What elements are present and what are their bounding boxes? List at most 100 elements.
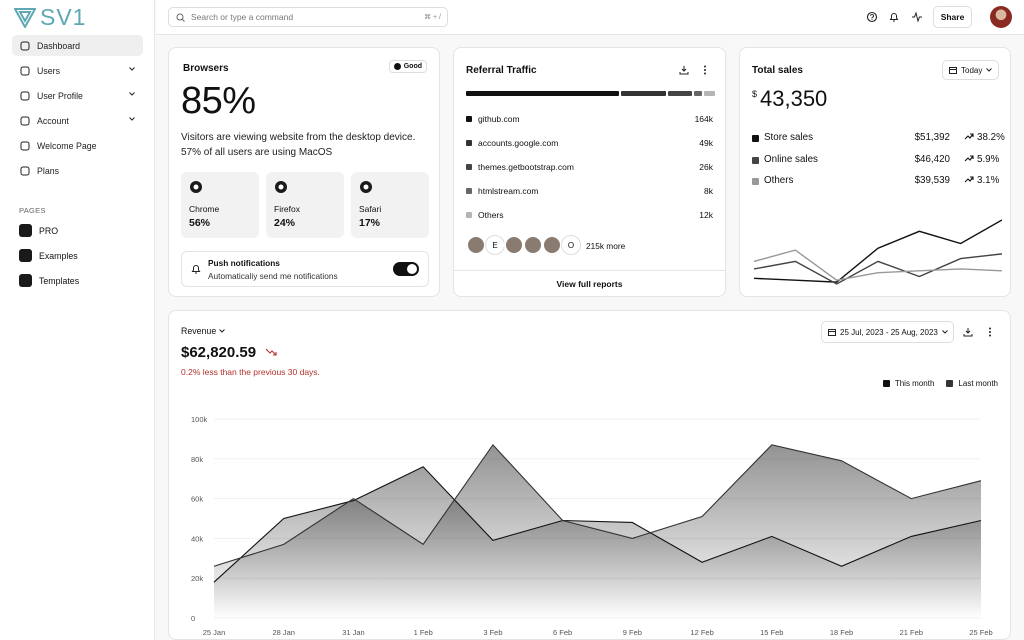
source-row: Others 12k	[466, 210, 713, 222]
date-range-button[interactable]: 25 Jul, 2023 - 25 Aug, 2023	[821, 321, 954, 343]
line	[181, 18, 185, 22]
sales-swatch	[752, 135, 759, 142]
browser-name: Firefox	[274, 204, 300, 214]
sales-row: Others $39,539 3.1%	[752, 175, 1002, 187]
browser-share: 24%	[274, 217, 296, 229]
share-button[interactable]: Share	[933, 6, 972, 28]
user-avatar[interactable]	[990, 6, 1012, 28]
nav-icon	[20, 116, 30, 125]
browser-tile: Firefox 24%	[266, 172, 344, 238]
more-text: 215k more	[586, 241, 626, 251]
path	[942, 330, 948, 334]
description: Visitors are viewing website from the de…	[181, 132, 416, 143]
x-tick-label: 31 Jan	[342, 628, 365, 637]
chevron	[986, 68, 993, 72]
line	[213, 443, 982, 567]
x-tick-label: 15 Feb	[760, 628, 783, 637]
traffic-segment	[703, 91, 715, 96]
revenue-chart: 0 20k 40k 60k 80k 100k 25 Jan 28 Jan 31 Jan 1 Feb…	[191, 415, 993, 637]
revenue-dropdown[interactable]: Revenue	[181, 326, 226, 336]
sales-value: $39,539	[914, 175, 950, 186]
revenue-amount: $62,820.59	[181, 344, 257, 361]
path	[191, 265, 201, 274]
circle	[989, 334, 991, 337]
path	[129, 92, 135, 96]
line	[213, 466, 982, 583]
nav-label: Account	[37, 115, 69, 126]
calendar-icon	[949, 67, 957, 74]
circle	[866, 11, 878, 23]
nav-item[interactable]: Users	[12, 60, 143, 81]
toggle[interactable]	[393, 262, 419, 276]
trend-icon	[964, 133, 974, 140]
source-value: 26k	[699, 162, 713, 172]
source-value: 12k	[699, 210, 713, 220]
sales-change-value: 38.2%	[977, 132, 1005, 143]
path	[14, 7, 36, 28]
x-tick-label: 1 Feb	[414, 628, 433, 637]
rect	[20, 166, 30, 175]
period-text: Today	[961, 65, 983, 75]
search[interactable]: Search or type a command ⌘ + /	[168, 7, 448, 27]
period-button[interactable]: Today	[942, 60, 999, 80]
path	[129, 117, 135, 121]
x-tick-label: 9 Feb	[623, 628, 642, 637]
nav-label: Dashboard	[37, 40, 81, 51]
legend: This month Last month	[882, 379, 998, 388]
description: 57% of all users are using MacOS	[181, 147, 333, 158]
x-tick-label: 6 Feb	[553, 628, 572, 637]
circle	[704, 69, 706, 71]
page-label: Examples	[39, 250, 78, 261]
y-tick-label: 80k	[191, 455, 203, 464]
download-icon[interactable]	[679, 65, 689, 75]
more-icon[interactable]	[988, 327, 992, 337]
traffic-segment	[466, 91, 619, 96]
source-name: accounts.google.com	[478, 138, 559, 148]
nav-icon	[20, 166, 30, 175]
circle	[871, 18, 873, 20]
nav-item[interactable]: Dashboard	[12, 35, 143, 56]
chevron	[942, 330, 948, 334]
page-item[interactable]: PRO	[19, 224, 58, 237]
chevron	[129, 117, 135, 121]
x-tick-label: 28 Jan	[272, 628, 295, 637]
avatar: E	[485, 235, 505, 255]
nav-item[interactable]: Plans	[12, 160, 143, 181]
avatar	[504, 235, 524, 255]
traffic-segment	[668, 91, 693, 96]
rect	[828, 329, 836, 336]
activity-icon[interactable]	[911, 11, 923, 23]
page-item[interactable]: Examples	[19, 249, 78, 262]
search-placeholder: Search or type a command	[191, 12, 294, 22]
circle	[704, 72, 706, 75]
more-icon[interactable]	[703, 65, 707, 75]
browser-tile: Safari 17%	[351, 172, 429, 238]
referral-card: Referral Traffic 215k more View full rep…	[453, 47, 726, 297]
bell-icon[interactable]	[888, 11, 900, 23]
nav-item[interactable]: Account	[12, 110, 143, 131]
currency: $	[752, 89, 758, 99]
browser-icon	[190, 181, 202, 193]
logo[interactable]: SV1	[14, 4, 86, 31]
bell-icon	[191, 265, 201, 274]
browser-icon	[360, 181, 372, 193]
sidebar: SV1 Dashboard Users User Profile Account Wel…	[0, 0, 155, 640]
y-tick-label: 100k	[191, 415, 208, 424]
circle	[278, 184, 284, 190]
nav-item[interactable]: User Profile	[12, 85, 143, 106]
download-icon[interactable]	[963, 327, 973, 337]
help-icon[interactable]	[866, 11, 880, 23]
page-item[interactable]: Templates	[19, 274, 79, 287]
revenue-card: 0 20k 40k 60k 80k 100k 25 Jan 28 Jan 31 Jan 1 Feb…	[168, 310, 1011, 640]
topbar: Search or type a command ⌘ + / Share	[156, 0, 1024, 35]
nav-item[interactable]: Welcome Page	[12, 135, 143, 156]
source-name: themes.getbootstrap.com	[478, 162, 574, 172]
push-title: Push notifications	[208, 258, 280, 268]
sales-row: Store sales $51,392 38.2%	[752, 132, 1005, 144]
nav-label: Plans	[37, 165, 60, 176]
view-reports-link[interactable]: View full reports	[556, 279, 623, 289]
sales-swatch	[752, 178, 759, 185]
push-text: Automaticaliy send me notifications	[208, 271, 338, 281]
sales-amount: 43,350	[760, 86, 828, 111]
